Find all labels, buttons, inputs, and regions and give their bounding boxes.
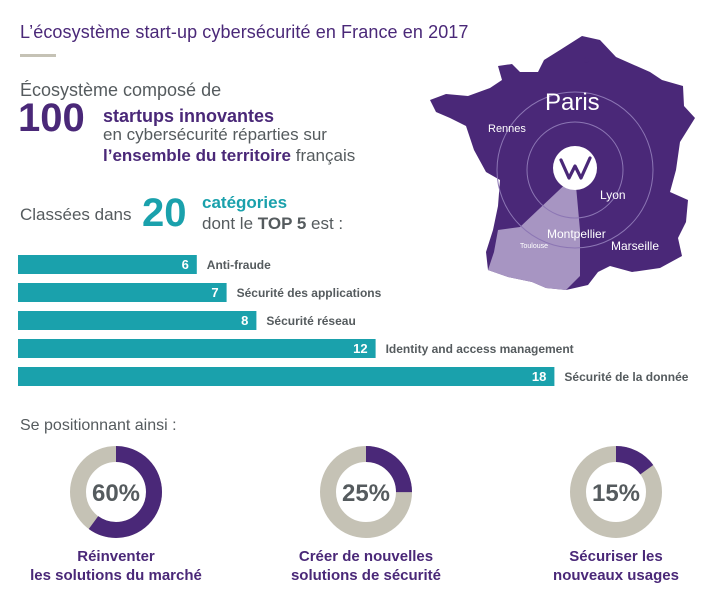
city-lyon: Lyon — [600, 188, 626, 202]
top5-bold: TOP 5 — [257, 214, 307, 233]
bar — [18, 367, 555, 386]
title-underline — [20, 54, 56, 57]
donut-caption-line: les solutions du marché — [30, 567, 202, 584]
city-paris: Paris — [545, 89, 600, 116]
intro-line-1: startups innovantes — [103, 106, 275, 126]
logo-w-icon — [559, 156, 592, 180]
bar — [18, 339, 376, 358]
intro-text: Écosystème composé de — [20, 80, 222, 100]
positioning-title: Se positionnant ainsi : — [20, 417, 177, 434]
intro-line-3-rest: français — [291, 146, 356, 165]
donut-caption: Réinventer les solutions du marché — [6, 547, 226, 585]
donut-segment — [570, 446, 662, 538]
donut-percent: 60% — [92, 480, 140, 507]
bar-category-label: Sécurité de la donnée — [564, 370, 688, 384]
top5-text: dont le TOP 5 est : — [202, 214, 343, 234]
top5-bar-chart: 6 Anti-fraude 7 Sécurité des applications 8 S… — [18, 255, 689, 386]
donut-caption-line: Réinventer — [77, 548, 155, 565]
city-lille: Lille — [568, 52, 590, 66]
city-toulouse: Toulouse — [520, 243, 548, 250]
donut-caption: Sécuriser les nouveaux usages — [506, 547, 709, 585]
south-west-highlight — [488, 175, 580, 290]
donut-caption-line: Sécuriser les — [569, 548, 663, 565]
donut-caption: Créer de nouvelles solutions de sécurité — [256, 547, 476, 585]
bar-category-label: Sécurité réseau — [266, 314, 355, 328]
positioning-donuts: 60% 25% 15% — [70, 446, 662, 538]
donut-percent: 15% — [592, 480, 640, 507]
bar-value-label: 18 — [532, 369, 546, 384]
donut-caption-line: nouveaux usages — [553, 567, 679, 584]
top5-text-b: est : — [306, 214, 344, 233]
city-rennes: Rennes — [488, 123, 526, 135]
bar-value-label: 8 — [241, 313, 248, 328]
intro-line-3-bold: l’ensemble du territoire — [103, 146, 291, 165]
category-count: 20 — [142, 191, 187, 235]
france-map: Lille Paris Rennes Lyon Montpellier Toul… — [430, 36, 695, 290]
bar-category-label: Anti-fraude — [207, 258, 271, 272]
city-marseille: Marseille — [611, 239, 659, 253]
bar — [18, 311, 257, 330]
page-title: L’écosystème start-up cybersécurité en F… — [20, 22, 469, 42]
donut-percent: 25% — [342, 480, 390, 507]
bar-value-label: 7 — [211, 285, 218, 300]
intro-line-3: l’ensemble du territoire français — [103, 146, 355, 166]
donut-segment — [70, 446, 162, 538]
top5-text-a: dont le — [202, 214, 258, 233]
bar — [18, 283, 227, 302]
bar-value-label: 6 — [182, 257, 189, 272]
donut-caption-line: Créer de nouvelles — [298, 548, 434, 565]
categories-label: catégories — [202, 193, 288, 212]
map-ring-inner — [526, 121, 624, 219]
bar-category-label: Identity and access management — [386, 342, 574, 356]
categories-prefix: Classées dans — [20, 205, 132, 224]
bar-category-label: Sécurité des applications — [237, 286, 382, 300]
donut-caption-line: solutions de sécurité — [290, 567, 442, 584]
intro-line-2: en cybersécurité réparties sur — [103, 125, 327, 144]
donut-segment — [320, 446, 412, 538]
startup-count: 100 — [18, 96, 85, 140]
bar-value-label: 12 — [353, 341, 367, 356]
map-ring-outer — [496, 91, 654, 249]
city-montpellier: Montpellier — [547, 227, 606, 241]
bar — [18, 255, 197, 274]
